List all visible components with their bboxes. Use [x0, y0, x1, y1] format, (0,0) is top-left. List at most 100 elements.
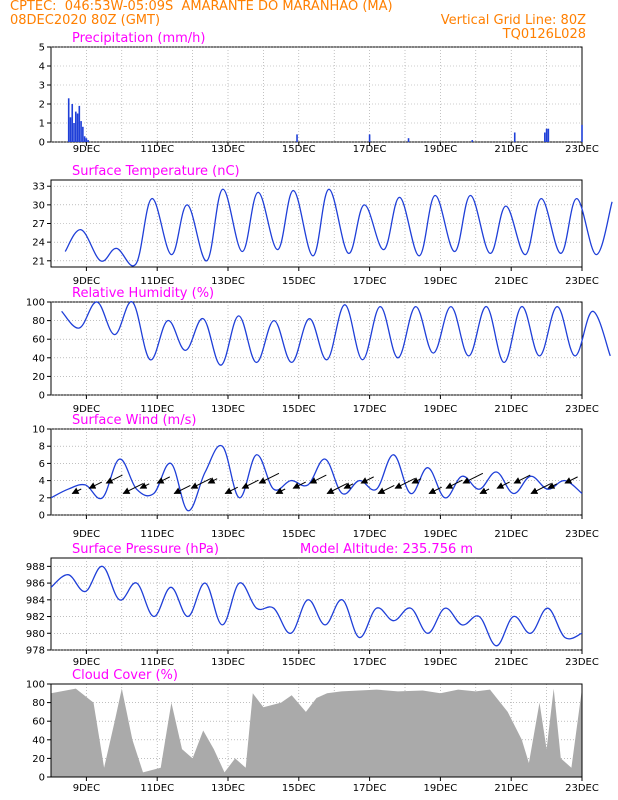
- panel-frame: [50, 46, 583, 143]
- y-tick-label: 20: [32, 372, 45, 383]
- x-tick-label: 11DEC: [140, 404, 174, 415]
- y-tick-label: 6: [39, 459, 45, 470]
- x-tick-label: 19DEC: [424, 144, 458, 155]
- y-tick-label: 100: [26, 680, 45, 691]
- precip-bar: [545, 128, 548, 142]
- wind-direction-arrow: [513, 474, 531, 484]
- x-tick-label: 11DEC: [140, 657, 174, 668]
- panel-annotation: Model Altitude: 235.756 m: [300, 542, 473, 557]
- y-tick-label: 60: [32, 335, 45, 346]
- panel-title: Relative Humidity (%): [72, 286, 214, 301]
- y-tick-label: 21: [32, 256, 45, 267]
- y-tick-label: 0: [39, 773, 45, 784]
- x-tick-label: 23DEC: [565, 144, 599, 155]
- x-tick-label: 23DEC: [565, 404, 599, 415]
- wind-direction-arrow: [241, 479, 259, 489]
- wind-direction-arrow: [564, 476, 578, 484]
- y-tick-label: 0: [39, 138, 45, 149]
- humidity-series: [61, 301, 611, 366]
- y-tick-label: 982: [26, 612, 45, 623]
- x-tick-label: 15DEC: [282, 529, 316, 540]
- panel-frame: [50, 301, 583, 396]
- wind-direction-arrow: [377, 484, 395, 494]
- precip-bar: [82, 126, 84, 142]
- y-tick-label: 40: [32, 353, 45, 364]
- precip-bar: [80, 121, 82, 142]
- x-tick-label: 9DEC: [73, 657, 100, 668]
- x-tick-label: 15DEC: [282, 404, 316, 415]
- y-tick-label: 40: [32, 735, 45, 746]
- x-tick-label: 23DEC: [565, 783, 599, 794]
- x-tick-label: 13DEC: [211, 529, 245, 540]
- y-tick-label: 1: [39, 119, 45, 130]
- x-tick-label: 23DEC: [565, 276, 599, 287]
- precip-bar: [581, 124, 583, 142]
- wind-direction-arrow: [156, 476, 171, 484]
- x-tick-label: 11DEC: [140, 783, 174, 794]
- wind-direction-arrow: [275, 487, 286, 494]
- y-tick-label: 33: [32, 182, 45, 193]
- x-tick-label: 15DEC: [282, 276, 316, 287]
- panel-frame: [50, 683, 583, 778]
- x-tick-label: 23DEC: [565, 529, 599, 540]
- y-tick-label: 27: [32, 219, 45, 230]
- y-tick-label: 988: [26, 562, 45, 573]
- y-tick-label: 978: [26, 646, 45, 657]
- x-tick-label: 13DEC: [211, 783, 245, 794]
- panel-title: Cloud Cover (%): [72, 668, 178, 683]
- precip-bar: [513, 132, 516, 142]
- precip-bar: [78, 105, 81, 142]
- precip-bar: [83, 136, 86, 142]
- x-tick-label: 9DEC: [73, 404, 100, 415]
- precip-bar: [69, 117, 72, 142]
- y-tick-label: 986: [26, 579, 45, 590]
- precip-bar: [471, 140, 474, 142]
- precip-bar: [74, 111, 77, 142]
- x-tick-label: 17DEC: [353, 144, 387, 155]
- y-tick-label: 0: [39, 511, 45, 522]
- y-tick-label: 4: [39, 476, 45, 487]
- x-tick-label: 21DEC: [494, 529, 528, 540]
- x-tick-label: 11DEC: [140, 276, 174, 287]
- y-tick-label: 5: [39, 43, 45, 54]
- wind-direction-arrow: [258, 472, 280, 484]
- wind-direction-arrow: [428, 486, 442, 494]
- x-tick-label: 19DEC: [424, 404, 458, 415]
- y-tick-label: 60: [32, 717, 45, 728]
- y-tick-label: 80: [32, 316, 45, 327]
- x-tick-label: 9DEC: [73, 144, 100, 155]
- wind-direction-arrow: [462, 472, 484, 484]
- precip-bar: [407, 138, 410, 142]
- x-tick-label: 21DEC: [494, 657, 528, 668]
- panel-frame: [50, 179, 583, 268]
- x-tick-label: 15DEC: [282, 657, 316, 668]
- x-tick-label: 17DEC: [353, 276, 387, 287]
- x-tick-label: 15DEC: [282, 144, 316, 155]
- y-tick-label: 24: [32, 238, 45, 249]
- wind-direction-arrow: [190, 477, 212, 489]
- wind-speed-series: [50, 444, 583, 512]
- precip-bar: [544, 132, 546, 142]
- header-date: 08DEC2020 80Z (GMT): [10, 13, 161, 28]
- y-tick-label: 4: [39, 62, 45, 73]
- y-tick-label: 10: [32, 425, 45, 436]
- x-tick-label: 13DEC: [211, 144, 245, 155]
- y-tick-label: 20: [32, 754, 45, 765]
- header-title: CPTEC: 046:53W-05:09S AMARANTE DO MARANH…: [10, 0, 393, 14]
- panel-title: Surface Pressure (hPa): [72, 542, 219, 557]
- x-tick-label: 11DEC: [140, 529, 174, 540]
- wind-direction-arrow: [309, 474, 327, 484]
- precip-bar: [296, 134, 298, 142]
- y-tick-label: 8: [39, 442, 45, 453]
- x-tick-label: 9DEC: [73, 783, 100, 794]
- precip-bar: [87, 140, 89, 142]
- y-tick-label: 30: [32, 200, 45, 211]
- wind-direction-arrow: [139, 482, 150, 489]
- header-grid-note: Vertical Grid Line: 80Z: [440, 13, 586, 28]
- x-tick-label: 21DEC: [494, 783, 528, 794]
- panel-frame: [50, 428, 583, 516]
- precip-bar: [85, 138, 88, 142]
- wind-direction-arrow: [71, 487, 82, 494]
- x-tick-label: 19DEC: [424, 783, 458, 794]
